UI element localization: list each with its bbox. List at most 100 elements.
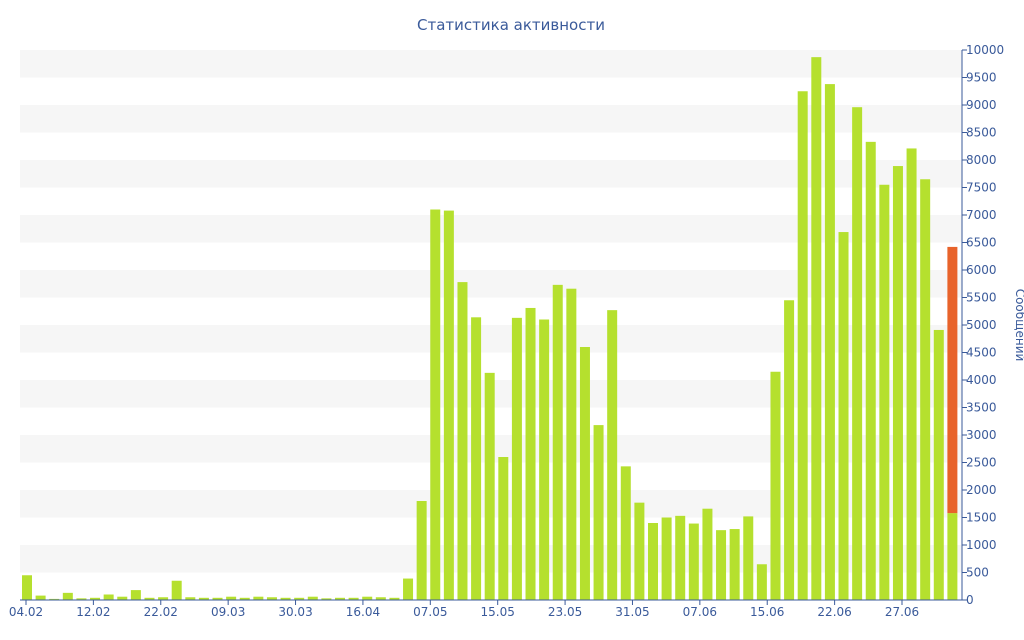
y-tick-label: 9500: [966, 71, 997, 85]
bar: [90, 597, 101, 600]
x-tick-label: 07.06: [683, 605, 717, 619]
bar: [879, 184, 890, 600]
bar: [702, 508, 713, 600]
bar: [144, 597, 155, 600]
bar: [607, 310, 618, 600]
y-axis-label: Сообщений: [1013, 289, 1024, 362]
bar: [348, 597, 359, 600]
bar: [756, 564, 767, 600]
bar: [947, 513, 958, 600]
bar: [22, 575, 32, 600]
y-tick-label: 10000: [966, 43, 1004, 57]
bar: [484, 372, 495, 600]
y-tick-label: 500: [966, 566, 989, 580]
x-tick-label: 15.05: [481, 605, 515, 619]
bar: [770, 371, 781, 600]
bar: [443, 210, 454, 600]
bar: [648, 523, 658, 600]
bar: [266, 597, 277, 600]
y-tick-label: 8000: [966, 153, 997, 167]
bar: [198, 597, 209, 600]
y-tick-label: 7000: [966, 208, 997, 222]
y-tick-label: 1500: [966, 511, 997, 525]
bar: [403, 578, 414, 600]
x-tick-label: 22.06: [817, 605, 851, 619]
bar: [784, 300, 795, 600]
x-ticks: 04.02 12.02 22.02 09.03 30.03 16.04 07.05 15.05…: [9, 600, 919, 619]
bar: [620, 466, 631, 600]
x-tick-label: 31.05: [615, 605, 649, 619]
bar: [811, 57, 822, 600]
bar: [661, 517, 672, 600]
bar: [389, 597, 400, 600]
y-tick-label: 8500: [966, 126, 997, 140]
bar: [865, 141, 876, 600]
y-tick-label: 5000: [966, 318, 997, 332]
bar: [35, 595, 46, 600]
bar: [525, 307, 536, 600]
y-tick-label: 0: [966, 593, 974, 607]
bar: [335, 597, 345, 600]
bar: [838, 232, 849, 601]
y-tick-label: 1000: [966, 538, 997, 552]
bar: [171, 580, 182, 600]
y-tick-label: 6000: [966, 263, 997, 277]
bar: [212, 597, 223, 600]
bar: [49, 598, 60, 600]
bar: [566, 288, 577, 600]
x-tick-label: 27.06: [885, 605, 919, 619]
x-tick-label: 04.02: [9, 605, 43, 619]
bar: [498, 457, 509, 600]
x-tick-label: 23.05: [548, 605, 582, 619]
y-tick-label: 9000: [966, 98, 997, 112]
bar: [307, 596, 318, 600]
bar: [158, 597, 169, 600]
bar: [321, 598, 332, 600]
y-tick-label: 6500: [966, 236, 997, 250]
bar: [430, 209, 441, 600]
bar: [634, 502, 645, 600]
y-tick-label: 4000: [966, 373, 997, 387]
x-tick-label: 30.03: [278, 605, 312, 619]
y-tick-label: 2500: [966, 456, 997, 470]
bar: [117, 596, 128, 600]
y-tick-label: 3000: [966, 428, 997, 442]
bar: [511, 317, 522, 600]
bar: [62, 592, 73, 600]
bar: [933, 329, 944, 600]
bar: [552, 284, 563, 600]
bar: [729, 529, 740, 600]
x-tick-label: 15.06: [750, 605, 784, 619]
bar: [593, 425, 604, 600]
x-tick-label: 09.03: [211, 605, 245, 619]
chart-title: Статистика активности: [417, 16, 605, 34]
x-tick-label: 16.04: [346, 605, 380, 619]
bar: [675, 515, 686, 600]
bar: [416, 501, 427, 600]
bar: [579, 347, 590, 600]
bar: [743, 516, 754, 600]
bar: [920, 179, 931, 600]
y-tick-label: 4500: [966, 346, 997, 360]
y-tick-label: 5500: [966, 291, 997, 305]
x-tick-label: 07.05: [413, 605, 447, 619]
bar: [294, 597, 305, 600]
bar: [539, 319, 550, 600]
grid-band: [20, 50, 962, 78]
y-tick-label: 3500: [966, 401, 997, 415]
bar: [471, 317, 482, 600]
y-ticks: 0 500 1000 1500 2000 2500 3000 3500 4000 4500 5000…: [962, 43, 1004, 607]
bar: [906, 148, 917, 600]
x-tick-label: 12.02: [76, 605, 110, 619]
bar: [716, 530, 727, 600]
bar: [362, 596, 373, 600]
bar-highlight: [947, 246, 958, 514]
y-tick-label: 2000: [966, 483, 997, 497]
bar: [185, 597, 196, 600]
x-tick-label: 22.02: [144, 605, 178, 619]
bar: [253, 596, 264, 600]
bar: [688, 523, 699, 600]
bar: [375, 597, 386, 600]
y-tick-label: 7500: [966, 181, 997, 195]
